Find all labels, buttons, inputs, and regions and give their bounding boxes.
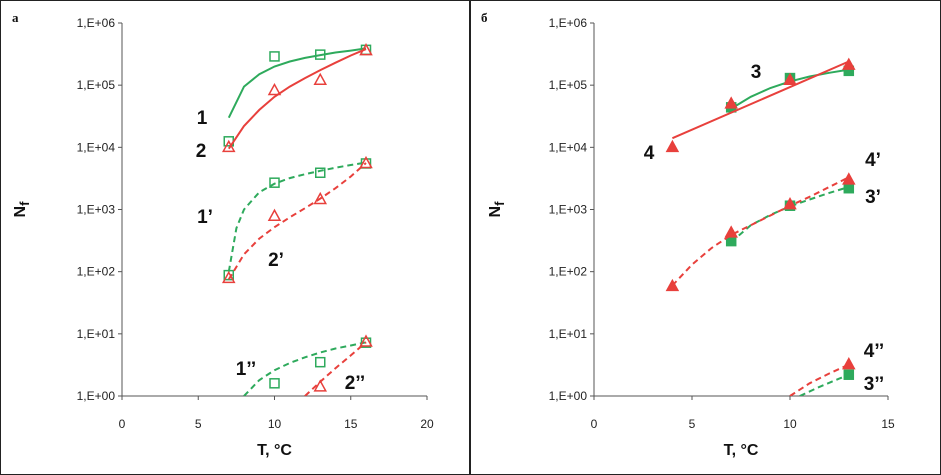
x-tick-label: 10 (268, 417, 282, 431)
x-tick-label: 15 (881, 417, 895, 431)
series-2-point (221, 139, 236, 153)
series-2-label: 2 (196, 141, 207, 162)
series-1-curve (227, 47, 367, 119)
x-axis-label: T, °C (724, 442, 759, 459)
series-4-point (783, 72, 797, 85)
y-axis-label: Nf (12, 201, 32, 218)
series-2p-point (313, 191, 328, 205)
panel-a-plot: 1,E+00 1,E+01 1,E+02 1,E+03 1,E+04 1,E+05 1,E+… (12, 16, 434, 459)
series-2pp-label: 2’’ (345, 373, 365, 394)
series-2pp-point (313, 379, 328, 392)
series-4p-point (783, 197, 797, 210)
series-1pp-curve (243, 341, 367, 396)
series-4p-label: 4’ (865, 150, 881, 171)
series-1p-label: 1’ (197, 207, 213, 228)
series-1-label: 1 (197, 108, 208, 129)
panel-b-frame (470, 0, 941, 475)
y-tick-label: 1,E+06 (549, 16, 588, 30)
x-tick-label: 5 (195, 417, 202, 431)
series-2p-label: 2’ (268, 250, 284, 271)
y-tick-label: 1,E+00 (77, 389, 116, 403)
series-4pp-curve (789, 363, 850, 396)
series-3-label: 3 (751, 62, 762, 83)
series-3pp-label: 3’’ (864, 374, 884, 395)
y-tick-label: 1,E+02 (77, 265, 116, 279)
panel-b-plot: 1,E+00 1,E+01 1,E+02 1,E+03 1,E+04 1,E+05 1,E+… (487, 16, 895, 459)
series-3p-point (843, 182, 855, 194)
y-tick-label: 1,E+03 (77, 203, 116, 217)
series-1p-curve (227, 161, 367, 272)
series-2pp-point (359, 334, 373, 347)
series-4p-curve (671, 176, 850, 287)
series-4-point (724, 96, 738, 109)
series-2p-point (359, 155, 373, 169)
y-tick-label: 1,E+01 (77, 327, 116, 341)
series-1p-point (315, 167, 326, 179)
series-1p-point (223, 269, 234, 281)
y-tick-label: 1,E+04 (549, 140, 588, 154)
series-2p-point (267, 208, 282, 221)
series-1-point (269, 51, 280, 62)
y-tick-label: 1,E+04 (77, 140, 116, 154)
series-2-curve (227, 48, 367, 150)
x-tick-label: 0 (591, 417, 598, 431)
series-2-point (313, 72, 328, 85)
series-4pp-point (842, 357, 856, 370)
panel-a-label: а (12, 10, 19, 25)
series-3pp-curve (799, 373, 850, 396)
series-4p-point (842, 172, 856, 185)
y-tick-label: 1,E+06 (77, 16, 116, 30)
series-4p-point (724, 225, 738, 238)
x-tick-label: 0 (119, 417, 126, 431)
y-tick-label: 1,E+05 (77, 78, 116, 92)
series-1pp-label: 1’’ (236, 359, 256, 380)
series-4-point (665, 139, 680, 153)
x-tick-label: 20 (420, 417, 434, 431)
series-3p-label: 3’ (865, 187, 881, 208)
series-2p-point (221, 270, 236, 284)
series-4p-point (665, 278, 680, 292)
series-4-point (842, 57, 856, 70)
series-1pp-point (315, 356, 326, 368)
series-4pp-label: 4’’ (864, 341, 884, 362)
y-tick-label: 1,E+00 (549, 389, 588, 403)
x-tick-label: 5 (689, 417, 696, 431)
x-tick-label: 10 (783, 417, 797, 431)
x-tick-label: 15 (344, 417, 358, 431)
y-tick-label: 1,E+05 (549, 78, 588, 92)
series-3pp-point (843, 369, 855, 380)
y-tick-label: 1,E+01 (549, 327, 588, 341)
y-tick-label: 1,E+02 (549, 265, 588, 279)
series-2-point (267, 82, 282, 96)
x-axis-label: T, °C (257, 442, 292, 459)
panel-b-label: б (481, 10, 488, 25)
y-tick-label: 1,E+03 (549, 203, 588, 217)
series-3p-curve (730, 186, 850, 243)
series-4-curve (672, 60, 850, 140)
series-1-point (315, 49, 326, 60)
series-2-point (359, 43, 373, 56)
series-1pp-point (269, 378, 280, 389)
series-2pp-curve (304, 341, 367, 396)
series-1p-point (269, 177, 280, 188)
series-4-label: 4 (644, 143, 655, 164)
series-2p-curve (227, 162, 367, 280)
y-axis-label: Nf (487, 201, 507, 218)
